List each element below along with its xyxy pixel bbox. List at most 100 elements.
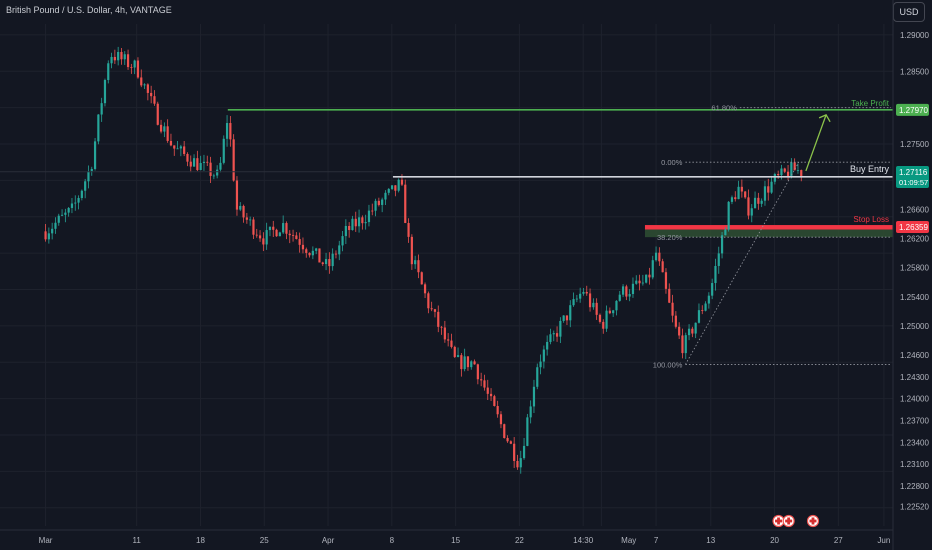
event-markers[interactable]: [772, 514, 820, 528]
time-tick-label: Mar: [39, 536, 53, 545]
candle-body: [565, 315, 569, 321]
candle-body: [674, 315, 677, 327]
candle-body: [437, 311, 440, 327]
candle-body: [249, 219, 252, 221]
candle-body: [513, 443, 516, 461]
candle-body: [315, 248, 318, 251]
candle-body: [295, 235, 298, 240]
candle-body: [242, 205, 245, 218]
candle-body: [123, 54, 126, 60]
candle-body: [206, 161, 209, 163]
candle-body: [608, 310, 611, 314]
buy-entry-label: Buy Entry: [850, 164, 890, 174]
candle-body: [407, 222, 410, 237]
candle-body: [308, 252, 311, 256]
candle-body: [687, 328, 691, 336]
candle-body: [268, 226, 272, 231]
time-tick-label: May: [621, 536, 636, 545]
candle-body: [678, 326, 681, 336]
candle-body: [54, 222, 57, 229]
candle-body: [757, 197, 760, 204]
candle-body: [651, 260, 654, 278]
candle-body: [443, 327, 446, 340]
candle-body: [519, 458, 522, 468]
candle-body: [595, 302, 598, 315]
candle-body: [572, 299, 575, 306]
candle-body: [364, 222, 367, 224]
chart-drawings: Take Profit Buy Entry Stop Loss 61.80% 0.00%…: [0, 99, 893, 369]
candle-body: [562, 315, 565, 321]
candle-body: [648, 274, 651, 278]
candle-body: [786, 171, 790, 178]
candle-body: [367, 210, 371, 223]
candle-body: [645, 274, 648, 283]
candle-body: [684, 335, 687, 354]
time-tick-label: 25: [260, 536, 269, 545]
candle-body: [440, 326, 443, 328]
candle-body: [348, 226, 351, 231]
grid-lines: [0, 24, 893, 526]
candle-body: [285, 223, 288, 234]
candle-body: [476, 364, 479, 380]
candle-body: [658, 252, 661, 262]
candle-body: [740, 186, 743, 192]
candle-body: [57, 215, 60, 223]
time-tick-label: 11: [133, 536, 142, 545]
candle-body: [618, 294, 621, 301]
candle-body: [559, 320, 562, 337]
candle-body: [612, 310, 615, 314]
candle-body: [691, 328, 694, 334]
candle-body: [516, 460, 519, 468]
current-price-tag: [896, 165, 929, 188]
bar-countdown-text: 01:09:57: [899, 178, 928, 187]
time-tick-label: 20: [770, 536, 779, 545]
candle-body: [734, 197, 737, 200]
candle-body: [450, 340, 453, 347]
candle-body: [390, 185, 394, 189]
candle-body: [555, 333, 559, 337]
uk-flag-event-icon: [772, 514, 785, 528]
price-axis[interactable]: 1.29000 1.28500 1.27970 1.27500 1.27116 1.266…: [892, 0, 929, 550]
candle-body: [183, 146, 186, 154]
candle-body: [760, 200, 763, 204]
candle-body: [499, 414, 503, 425]
candle-body: [90, 168, 93, 172]
candle-body: [331, 253, 334, 267]
candle-body: [74, 202, 77, 204]
price-tick-label: 1.24300: [900, 373, 929, 382]
candle-body: [770, 181, 773, 193]
target-arrow-head: [818, 114, 831, 123]
candle-body: [133, 60, 136, 68]
candle-body: [192, 158, 196, 167]
candle-body: [668, 288, 671, 303]
price-tick-label: 1.26600: [900, 206, 929, 215]
candle-body: [153, 96, 156, 104]
candle-body: [87, 171, 90, 182]
candle-body: [387, 188, 390, 193]
event-icon-bar: [787, 517, 791, 525]
time-axis[interactable]: Mar 11 18 25 Apr 8 15 22 14:30 May 7 13 20 27 Jun: [0, 529, 893, 545]
stop-loss-zone: [644, 229, 893, 238]
candle-body: [711, 283, 714, 296]
candle-body: [140, 77, 143, 86]
candle-body: [707, 295, 710, 304]
event-icon-bar: [777, 517, 780, 525]
candle-body: [311, 250, 314, 256]
candle-body: [532, 386, 536, 407]
candle-body: [169, 140, 173, 146]
candle-body: [176, 148, 179, 150]
candle-body: [258, 235, 262, 239]
chart-title: British Pound / U.S. Dollar, 4h, VANTAGE: [6, 5, 172, 15]
candle-body: [506, 437, 509, 442]
candle-body: [156, 103, 159, 125]
candle-body: [631, 283, 635, 294]
candle-body: [397, 179, 400, 191]
candle-body: [186, 153, 189, 162]
candle-body: [549, 334, 552, 342]
candle-body: [430, 308, 433, 310]
candle-body: [120, 51, 123, 60]
candle-body: [67, 207, 70, 213]
candle-body: [417, 260, 420, 273]
time-tick-label: 15: [451, 536, 460, 545]
